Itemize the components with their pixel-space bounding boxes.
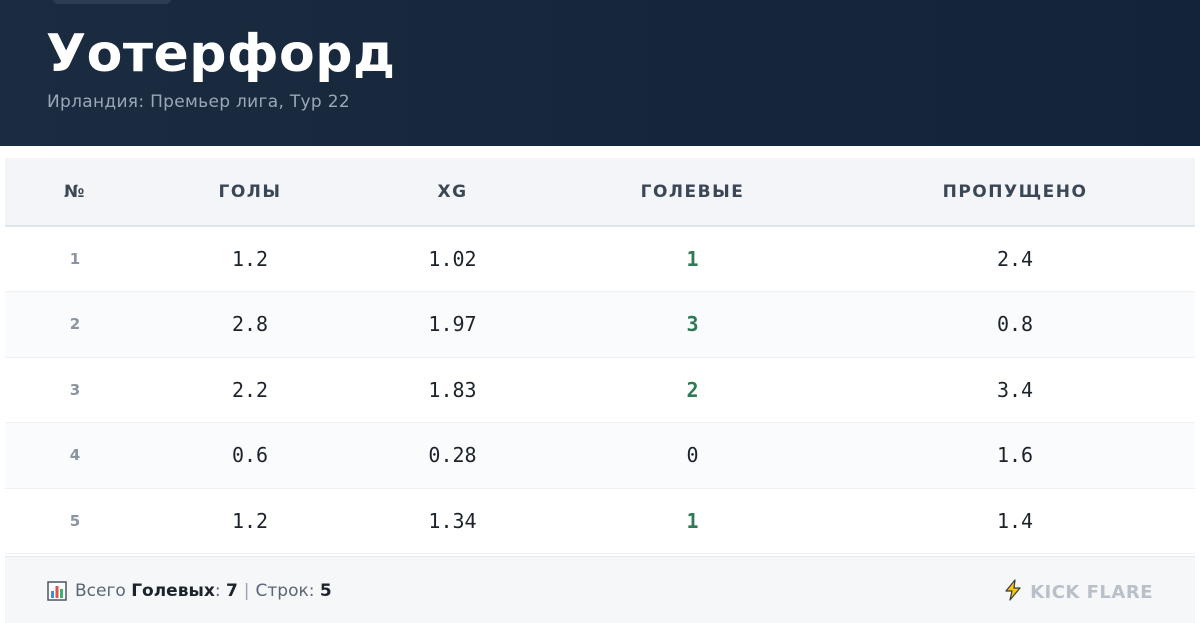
rows-label: Строк: (255, 581, 315, 601)
xg-cell: 1.97 (428, 312, 477, 337)
table-header: № ГОЛЫ XG ГОЛЕВЫЕ ПРОПУЩЕНО (5, 158, 1195, 226)
summary-separator: | (243, 581, 250, 601)
page-title: Уотерфорд (46, 24, 396, 84)
conceded-cell: 0.8 (996, 312, 1034, 337)
scoring-cell: 1 (686, 508, 699, 533)
brand-name: KICK FLARE (1030, 582, 1153, 603)
table-body: 1 1.2 1.02 1 2.4 2 2.8 1.97 3 0.8 3 2.2 … (5, 226, 1195, 554)
goals-cell: 1.2 (231, 247, 269, 271)
column-header-conceded[interactable]: ПРОПУЩЕНО (942, 181, 1088, 202)
table-row: 5 1.2 1.34 1 1.4 (5, 488, 1195, 554)
stats-table: № ГОЛЫ XG ГОЛЕВЫЕ ПРОПУЩЕНО 1 1.2 1.02 1… (5, 158, 1195, 554)
xg-cell: 0.28 (428, 443, 477, 468)
table-header-row: № ГОЛЫ XG ГОЛЕВЫЕ ПРОПУЩЕНО (5, 158, 1195, 226)
bar-chart-icon (47, 581, 67, 601)
column-header-goals[interactable]: ГОЛЫ (218, 181, 282, 202)
table-row: 3 2.2 1.83 2 3.4 (5, 357, 1195, 423)
page-subtitle: Ирландия: Премьер лига, Тур 22 (47, 92, 350, 112)
row-number: 3 (69, 380, 81, 399)
row-number: 1 (69, 250, 81, 268)
row-number: 2 (69, 315, 81, 334)
row-number: 4 (69, 446, 81, 465)
brand-logo: KICK FLARE (1002, 579, 1153, 606)
total-value: 7 (225, 581, 238, 601)
header-tab-pill (52, 0, 172, 4)
column-header-xg[interactable]: XG (437, 181, 468, 202)
stats-card: № ГОЛЫ XG ГОЛЕВЫЕ ПРОПУЩЕНО 1 1.2 1.02 1… (5, 158, 1195, 622)
column-header-number[interactable]: № (64, 181, 86, 202)
goals-cell: 1.2 (231, 508, 269, 533)
table-footer: Всего Голевых: 7 | Строк: 5 KICK FLARE (5, 556, 1195, 623)
conceded-cell: 1.6 (996, 443, 1034, 468)
xg-cell: 1.83 (428, 377, 477, 402)
row-number: 5 (69, 511, 81, 530)
conceded-cell: 1.4 (996, 508, 1034, 533)
summary-text: Всего Голевых: 7 | Строк: 5 (47, 581, 332, 601)
total-label: Голевых (131, 581, 215, 601)
scoring-cell: 0 (686, 443, 699, 468)
scoring-cell: 2 (686, 377, 699, 402)
xg-cell: 1.02 (428, 247, 477, 271)
goals-cell: 2.2 (231, 377, 269, 402)
table-row: 2 2.8 1.97 3 0.8 (5, 291, 1195, 357)
goals-cell: 0.6 (231, 443, 269, 468)
lightning-bolt-icon (1002, 579, 1024, 606)
goals-cell: 2.8 (231, 312, 269, 337)
rows-value: 5 (319, 581, 332, 601)
scoring-cell: 1 (686, 247, 699, 271)
scoring-cell: 3 (686, 312, 699, 337)
table-row: 4 0.6 0.28 0 1.6 (5, 422, 1195, 488)
table-row: 1 1.2 1.02 1 2.4 (5, 226, 1195, 292)
page-header: Уотерфорд Ирландия: Премьер лига, Тур 22 (0, 0, 1200, 146)
conceded-cell: 2.4 (996, 247, 1034, 271)
total-colon: : (214, 581, 221, 601)
conceded-cell: 3.4 (996, 377, 1034, 402)
total-prefix: Всего (75, 581, 126, 601)
column-header-scoring[interactable]: ГОЛЕВЫЕ (640, 181, 745, 202)
xg-cell: 1.34 (428, 508, 477, 533)
